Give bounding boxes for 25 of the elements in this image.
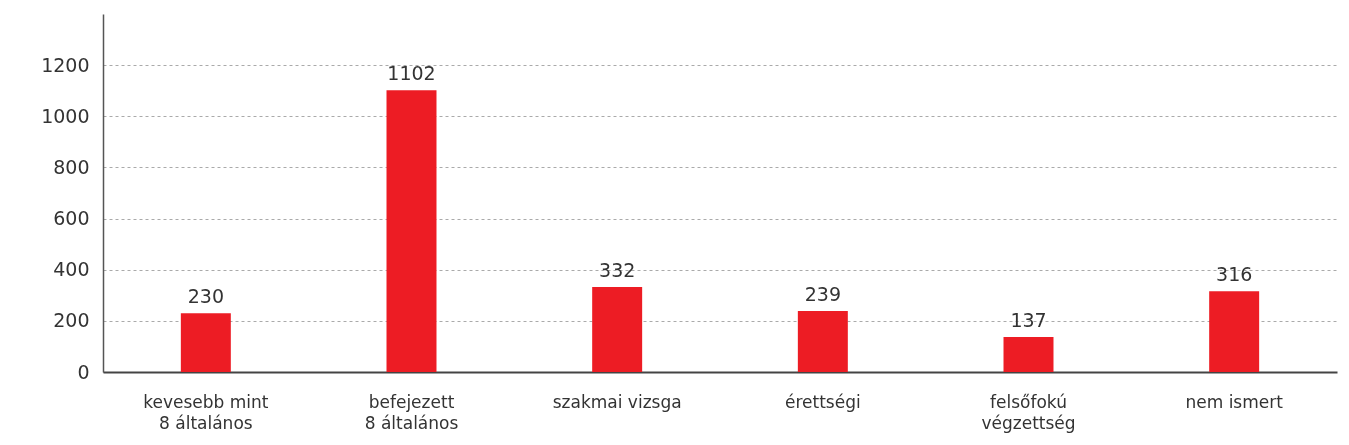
data-label: 316 bbox=[1216, 263, 1253, 286]
y-tick-label: 1000 bbox=[41, 104, 90, 127]
x-tick-label: szakmai vizsga bbox=[552, 391, 682, 412]
x-tick-label: kevesebb mint 8 általános bbox=[143, 391, 269, 433]
y-tick-label: 200 bbox=[53, 309, 90, 332]
data-label: 239 bbox=[804, 282, 841, 305]
data-label: 137 bbox=[1010, 308, 1047, 331]
y-tick-label: 600 bbox=[53, 207, 90, 230]
x-tick-label: érettségi bbox=[784, 391, 861, 412]
x-tick-label: nem ismert bbox=[1185, 391, 1284, 412]
x-tick-label: felsőfokú végzettség bbox=[981, 391, 1076, 433]
y-tick-label: 0 bbox=[77, 360, 90, 383]
bar bbox=[1003, 336, 1054, 372]
bar bbox=[180, 313, 231, 372]
bar bbox=[386, 90, 437, 372]
bar bbox=[592, 287, 643, 372]
y-tick-label: 800 bbox=[53, 155, 90, 178]
data-label: 332 bbox=[599, 259, 636, 282]
x-tick-label: befejezett 8 általános bbox=[364, 391, 459, 433]
y-tick-label: 1200 bbox=[41, 53, 90, 76]
bar bbox=[1209, 291, 1260, 372]
data-label: 1102 bbox=[387, 62, 436, 85]
bar bbox=[797, 310, 848, 372]
y-tick-label: 400 bbox=[53, 258, 90, 281]
data-label: 230 bbox=[187, 285, 224, 308]
